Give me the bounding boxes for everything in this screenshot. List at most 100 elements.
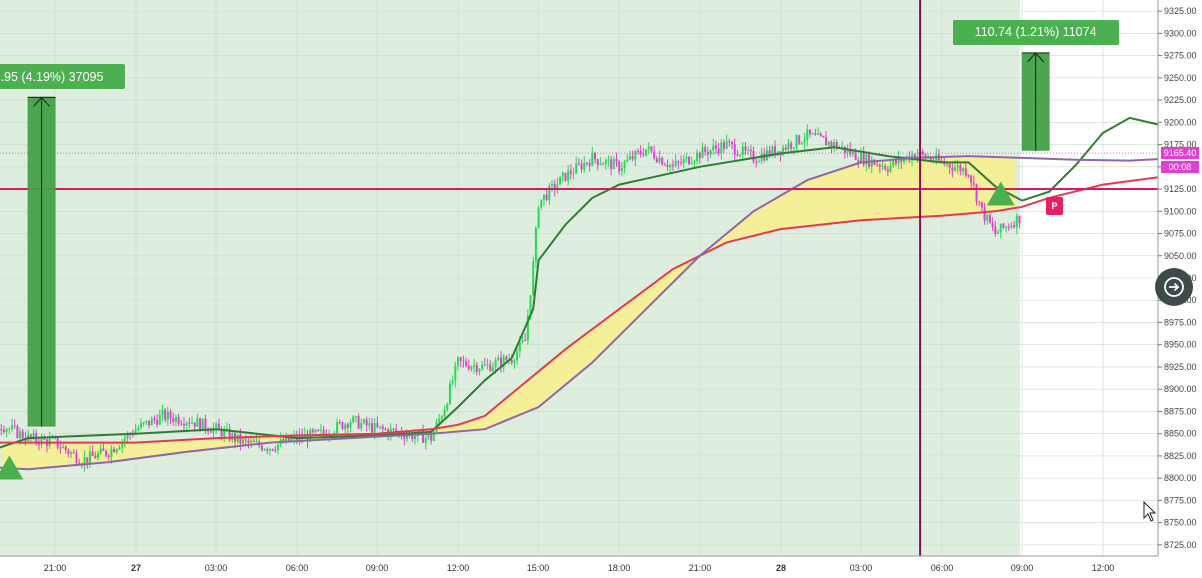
candle xyxy=(247,440,250,443)
candle xyxy=(174,416,177,422)
candle xyxy=(29,434,32,438)
candle xyxy=(1013,225,1016,228)
candle xyxy=(505,356,508,361)
measure-label: 110.74 (1.21%) 11074 xyxy=(952,19,1119,45)
candle xyxy=(473,365,476,367)
candle xyxy=(196,418,199,427)
p-marker[interactable]: P xyxy=(1046,197,1063,215)
candle xyxy=(860,153,862,163)
candle xyxy=(96,453,99,459)
candle xyxy=(105,450,108,456)
candle xyxy=(620,167,623,172)
candle xyxy=(655,158,658,163)
candle xyxy=(704,147,707,152)
candle xyxy=(978,201,981,203)
time-tick-label: 09:00 xyxy=(1011,563,1034,573)
candle xyxy=(438,418,441,423)
candle xyxy=(830,141,833,147)
candle xyxy=(913,154,916,158)
candle xyxy=(54,437,56,439)
candle xyxy=(250,440,253,443)
price-tick-label: 8725.00 xyxy=(1164,540,1197,550)
candle xyxy=(889,165,892,172)
candle xyxy=(916,155,919,158)
candle xyxy=(164,410,167,420)
candle xyxy=(967,175,970,177)
candle xyxy=(422,430,425,443)
candle xyxy=(980,202,983,208)
candle xyxy=(868,154,871,167)
candle xyxy=(564,172,567,181)
candle xyxy=(462,360,465,362)
candle xyxy=(454,365,457,381)
candle xyxy=(457,357,459,366)
candle xyxy=(349,422,352,428)
candle xyxy=(669,164,672,168)
mouse-cursor-icon xyxy=(1143,501,1157,522)
candle xyxy=(1010,225,1013,228)
candle xyxy=(465,361,468,366)
candle xyxy=(139,423,142,428)
candle xyxy=(827,141,830,146)
candle xyxy=(623,161,626,168)
candle xyxy=(725,141,728,149)
time-tick-label: 15:00 xyxy=(527,563,550,573)
candle xyxy=(768,150,771,156)
candle xyxy=(596,159,599,165)
candle xyxy=(430,434,433,441)
price-tick-label: 8875.00 xyxy=(1164,406,1197,416)
candle xyxy=(470,366,473,370)
candle xyxy=(322,429,325,435)
candle xyxy=(182,424,185,426)
time-tick-label: 12:00 xyxy=(447,563,470,573)
time-tick-label: 06:00 xyxy=(931,563,954,573)
candle xyxy=(706,151,709,155)
candle xyxy=(642,154,645,156)
candle xyxy=(835,141,838,149)
candle xyxy=(414,435,417,440)
candle xyxy=(585,162,588,164)
candle xyxy=(849,148,852,155)
candle xyxy=(371,423,374,433)
candle xyxy=(21,431,24,439)
candle xyxy=(854,151,857,161)
scroll-to-realtime-button[interactable] xyxy=(1155,268,1193,306)
candle xyxy=(945,163,948,165)
candle xyxy=(567,170,570,181)
candle xyxy=(223,430,226,437)
candle xyxy=(497,357,500,361)
candle xyxy=(679,162,682,164)
candle xyxy=(825,137,828,146)
candle xyxy=(690,163,693,165)
time-tick-label: 21:00 xyxy=(44,563,67,573)
candle xyxy=(59,447,62,449)
candle xyxy=(822,135,825,138)
candle xyxy=(86,457,89,463)
candle xyxy=(142,422,145,424)
candle xyxy=(432,432,435,441)
candle xyxy=(607,159,610,161)
candle xyxy=(1015,215,1018,228)
candle xyxy=(975,184,978,202)
candle xyxy=(502,356,505,367)
candle xyxy=(752,151,755,162)
candle xyxy=(360,422,363,429)
candle xyxy=(959,165,962,172)
moving-average-line-1 xyxy=(0,116,1202,449)
candle xyxy=(634,151,637,160)
candle xyxy=(782,147,785,155)
candle xyxy=(658,157,661,163)
price-tick-label: 9125.00 xyxy=(1164,184,1197,194)
candle xyxy=(739,154,742,156)
candle xyxy=(204,418,207,430)
candle xyxy=(857,160,860,163)
candle xyxy=(489,364,492,372)
candle xyxy=(2,429,5,432)
candle xyxy=(188,423,191,425)
candle xyxy=(897,157,900,164)
candle xyxy=(115,449,118,453)
candle xyxy=(271,449,274,451)
price-tick-label: 9075.00 xyxy=(1164,229,1197,239)
candle xyxy=(62,446,65,449)
